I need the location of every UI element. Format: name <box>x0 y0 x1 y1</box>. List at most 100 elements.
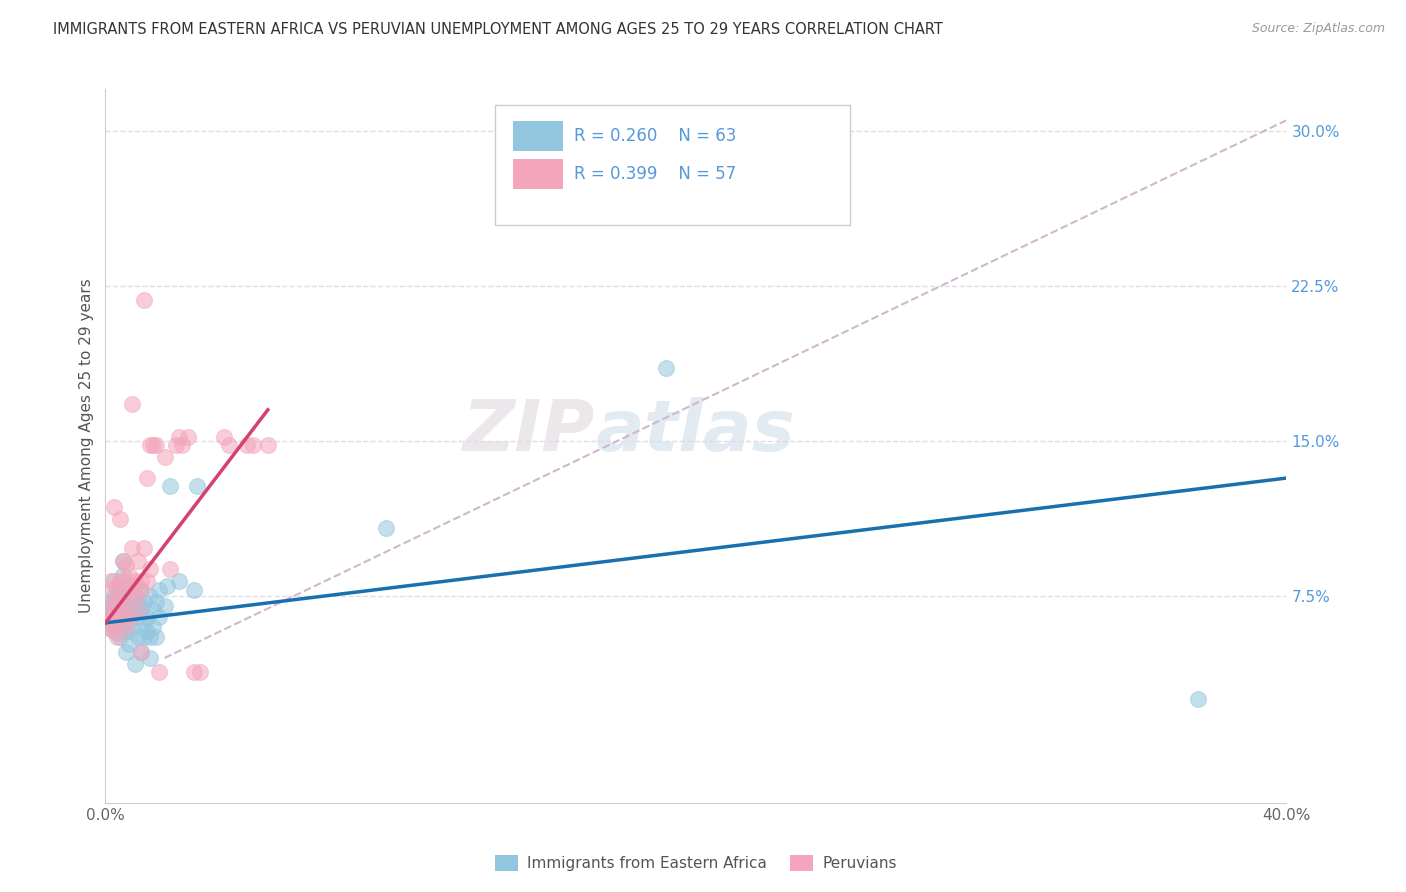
Point <box>129 574 152 589</box>
Point <box>105 595 128 609</box>
Point <box>124 574 146 589</box>
Point <box>148 609 170 624</box>
Point <box>129 582 152 597</box>
Point <box>256 438 278 452</box>
Point <box>218 438 240 452</box>
Point <box>121 620 143 634</box>
Point <box>212 430 235 444</box>
Point <box>183 582 205 597</box>
Point <box>110 579 132 593</box>
Point <box>105 615 128 630</box>
Point <box>105 630 128 644</box>
Point <box>97 601 120 615</box>
Point <box>115 614 138 628</box>
Point <box>159 479 181 493</box>
Point <box>105 612 128 626</box>
Point <box>132 615 155 630</box>
Point <box>127 630 149 644</box>
Point <box>112 554 135 568</box>
Point <box>129 645 152 659</box>
Point <box>97 614 120 628</box>
Point <box>132 293 155 308</box>
Point <box>153 599 176 614</box>
Point <box>110 574 132 589</box>
Point <box>103 603 125 617</box>
Point <box>188 665 211 680</box>
Point <box>145 438 167 452</box>
Point <box>103 589 125 603</box>
Point <box>132 595 155 609</box>
Point <box>115 582 138 597</box>
Point <box>138 562 162 576</box>
Point <box>105 579 128 593</box>
Point <box>110 593 132 607</box>
Point <box>374 521 398 535</box>
Point <box>148 665 170 680</box>
Point <box>100 622 122 636</box>
Text: IMMIGRANTS FROM EASTERN AFRICA VS PERUVIAN UNEMPLOYMENT AMONG AGES 25 TO 29 YEAR: IMMIGRANTS FROM EASTERN AFRICA VS PERUVI… <box>53 22 943 37</box>
Point <box>1187 692 1209 706</box>
Point <box>115 645 138 659</box>
Point <box>112 589 135 603</box>
Point <box>115 558 138 572</box>
Point <box>132 541 155 556</box>
Point <box>115 620 138 634</box>
Point <box>115 574 138 589</box>
Point <box>135 609 157 624</box>
Point <box>103 574 125 589</box>
Point <box>103 609 125 624</box>
Point <box>148 582 170 597</box>
Point <box>138 438 162 452</box>
Point <box>127 597 149 611</box>
Point <box>121 541 143 556</box>
Point <box>127 554 149 568</box>
Point <box>129 645 152 659</box>
Point <box>127 609 149 624</box>
Point <box>118 609 141 624</box>
Point <box>153 450 176 465</box>
Point <box>112 603 135 617</box>
Point <box>169 430 191 444</box>
Text: R = 0.260    N = 63: R = 0.260 N = 63 <box>574 128 737 145</box>
Text: Source: ZipAtlas.com: Source: ZipAtlas.com <box>1251 22 1385 36</box>
Point <box>118 568 141 582</box>
Text: R = 0.399    N = 57: R = 0.399 N = 57 <box>574 165 737 183</box>
Point <box>236 438 259 452</box>
Point <box>129 603 152 617</box>
Text: ZIP: ZIP <box>464 397 596 467</box>
Point <box>100 609 122 624</box>
Point <box>112 589 135 603</box>
Point <box>118 636 141 650</box>
Point <box>100 582 122 597</box>
Point <box>121 601 143 615</box>
Point <box>110 603 132 617</box>
Point <box>112 568 135 582</box>
Point <box>105 597 128 611</box>
Point <box>655 361 678 376</box>
Point <box>142 438 165 452</box>
Point <box>124 657 146 672</box>
Point <box>110 512 132 526</box>
Point <box>103 500 125 514</box>
Point <box>142 603 165 617</box>
Point <box>135 624 157 639</box>
Point <box>129 582 152 597</box>
Point <box>145 630 167 644</box>
Point <box>100 609 122 624</box>
Point <box>172 438 194 452</box>
Point <box>115 595 138 609</box>
Point <box>112 624 135 639</box>
Point <box>177 430 200 444</box>
Point <box>135 574 157 589</box>
Point <box>100 595 122 609</box>
Point <box>100 574 122 589</box>
Point <box>186 479 208 493</box>
Point <box>112 554 135 568</box>
Point <box>183 665 205 680</box>
FancyBboxPatch shape <box>513 121 562 152</box>
Point <box>121 396 143 410</box>
Point <box>112 609 135 624</box>
FancyBboxPatch shape <box>513 159 562 189</box>
Point <box>124 593 146 607</box>
Point <box>118 624 141 639</box>
